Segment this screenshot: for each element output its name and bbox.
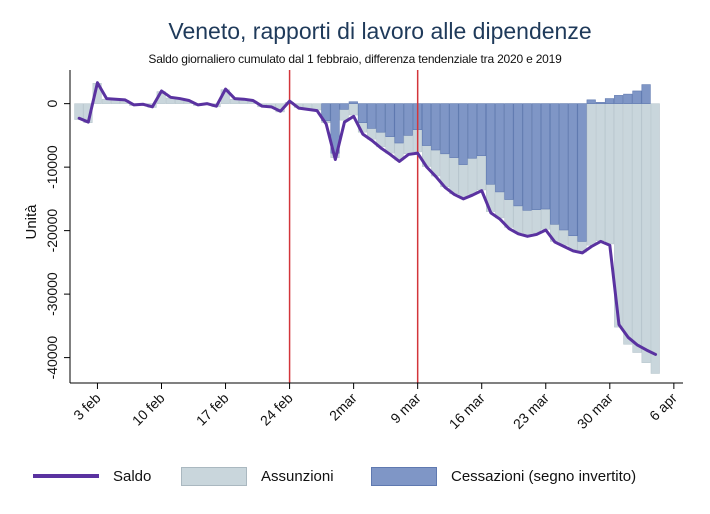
cessazioni-bar — [394, 103, 404, 144]
x-tick-label: 23 mar — [510, 390, 552, 432]
cessazioni-bar — [421, 103, 432, 146]
cessazioni-bar — [495, 103, 505, 193]
legend-item-saldo: Saldo — [33, 458, 151, 494]
chart-subtitle: Saldo giornaliero cumulato dal 1 febbrai… — [148, 52, 562, 66]
legend-label-saldo: Saldo — [113, 467, 152, 485]
cessazioni-bar — [504, 103, 514, 200]
cessazioni-bar — [604, 98, 615, 104]
legend-label-cessazioni: Cessazioni (segno invertito) — [451, 467, 637, 485]
x-tick-label: 10 feb — [129, 390, 168, 429]
cessazioni-bar — [595, 102, 605, 104]
cessazioni-bar — [550, 103, 560, 225]
y-tick-label: -30000 — [44, 272, 60, 316]
assunzioni-bar — [604, 103, 615, 245]
x-tick-label: 17 feb — [193, 390, 232, 429]
cessazioni-bar — [614, 95, 624, 104]
cessazioni-bar — [467, 103, 477, 159]
x-tick-label: 3 feb — [70, 390, 103, 423]
cessazioni-bar — [403, 103, 413, 136]
legend-swatch-saldo — [33, 474, 99, 478]
legend-item-assunzioni: Assunzioni — [181, 458, 334, 494]
assunzioni-bar — [641, 103, 651, 363]
x-tick-label: 6 apr — [646, 390, 680, 424]
y-tick-label: 0 — [44, 100, 60, 108]
cessazioni-bar — [513, 103, 523, 207]
cessazioni-bar — [641, 84, 651, 104]
legend-label-assunzioni: Assunzioni — [261, 467, 334, 485]
y-tick-label: -10000 — [44, 145, 60, 189]
cessazioni-bar — [431, 103, 441, 151]
cessazioni-bar — [531, 103, 541, 210]
x-tick-label: 9 mar — [387, 390, 424, 427]
cessazioni-bar — [485, 103, 496, 185]
cessazioni-bar — [623, 93, 633, 104]
cessazioni-bar — [339, 103, 349, 110]
saldo-line-group — [77, 81, 658, 356]
assunzioni-bar — [650, 103, 660, 374]
cessazioni-bars — [321, 84, 651, 242]
cessazioni-bar — [367, 103, 377, 129]
cessazioni-bar — [348, 101, 358, 104]
chart-title: Veneto, rapporti di lavoro alle dipenden… — [168, 18, 592, 44]
reference-lines — [288, 70, 419, 383]
cessazioni-bar — [632, 90, 642, 104]
y-tick-label: -40000 — [44, 336, 60, 380]
cessazioni-bar — [559, 103, 569, 231]
x-tick-label: 24 feb — [257, 390, 296, 429]
cessazioni-bar — [458, 103, 468, 165]
assunzioni-bar — [623, 103, 633, 345]
y-axis-label: Unità — [23, 204, 40, 240]
cessazioni-bar — [357, 103, 368, 124]
x-tick-label: 16 mar — [446, 390, 488, 432]
cessazioni-bar — [522, 103, 532, 211]
cessazioni-bar — [440, 103, 450, 155]
cessazioni-bar — [568, 103, 578, 237]
cessazioni-bar — [449, 103, 459, 158]
cessazioni-bar — [376, 103, 386, 133]
cessazioni-bar — [321, 103, 331, 122]
legend-item-cessazioni: Cessazioni (segno invertito) — [371, 458, 636, 494]
x-tick-label: 30 mar — [574, 390, 616, 432]
assunzioni-bar — [595, 103, 605, 242]
x-tick-label: 2mar — [326, 390, 360, 424]
cessazioni-bar — [540, 103, 551, 210]
legend: Saldo Assunzioni Cessazioni (segno inver… — [0, 458, 710, 494]
cessazioni-bar — [385, 103, 395, 137]
legend-swatch-cessazioni — [371, 466, 437, 486]
legend-swatch-assunzioni — [181, 466, 247, 486]
assunzioni-bar — [586, 103, 596, 246]
cessazioni-bar — [577, 103, 587, 242]
cessazioni-bar — [476, 103, 486, 157]
saldo-line — [77, 81, 658, 356]
assunzioni-bar — [632, 103, 642, 353]
assunzioni-bar — [348, 103, 358, 116]
cessazioni-bar — [586, 99, 596, 104]
y-tick-label: -20000 — [44, 209, 60, 253]
